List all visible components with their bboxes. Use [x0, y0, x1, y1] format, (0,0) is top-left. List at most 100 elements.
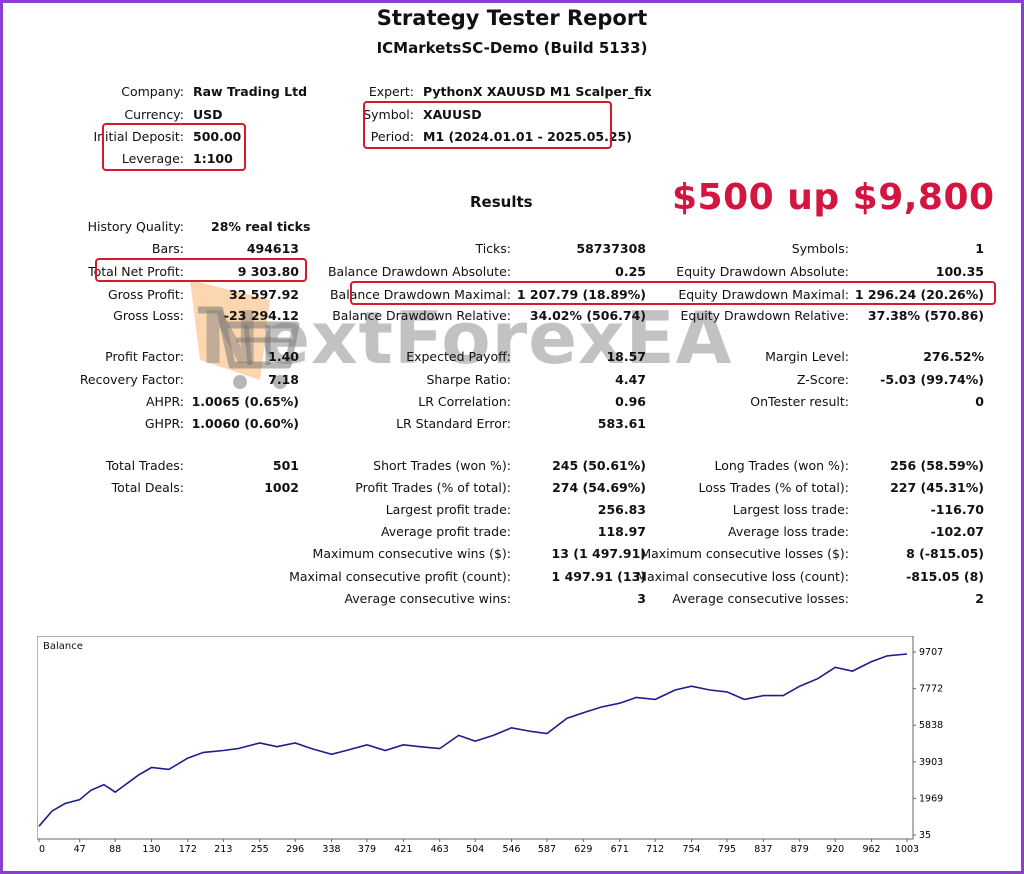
x-tick-label: 962	[862, 844, 880, 855]
equity-dd-maximal-label: Equity Drawdown Maximal:	[678, 287, 849, 302]
chart-plot-area	[37, 636, 914, 840]
y-tick-label: 1969	[919, 793, 943, 804]
leverage-label: Leverage:	[121, 151, 184, 166]
average-consecutive-wins-value: 3	[637, 591, 646, 606]
x-tick-label: 546	[502, 844, 520, 855]
expert-value: PythonX XAUUSD M1 Scalper_fix	[423, 84, 652, 99]
profit-factor-label: Profit Factor:	[105, 349, 184, 364]
z-score-value: -5.03 (99.74%)	[880, 372, 984, 387]
x-tick-label: 754	[682, 844, 700, 855]
recovery-factor-label: Recovery Factor:	[79, 372, 184, 387]
maximal-consecutive-profit-label: Maximal consecutive profit (count):	[289, 569, 511, 584]
x-tick-label: 671	[611, 844, 629, 855]
symbol-value: XAUUSD	[423, 107, 482, 122]
ahpr-label: AHPR:	[145, 394, 184, 409]
long-trades-value: 256 (58.59%)	[890, 458, 984, 473]
margin-level-value: 276.52%	[923, 349, 984, 364]
average-consecutive-losses-label: Average consecutive losses:	[672, 591, 849, 606]
gross-profit-value: 32 597.92	[229, 287, 299, 302]
bars-value: 494613	[246, 241, 299, 256]
equity-dd-relative-value: 37.38% (570.86)	[867, 308, 984, 323]
x-tick-label: 463	[431, 844, 449, 855]
margin-level-label: Margin Level:	[765, 349, 849, 364]
x-tick-label: 296	[286, 844, 304, 855]
expected-payoff-value: 18.57	[606, 349, 646, 364]
lr-standard-error-label: LR Standard Error:	[396, 416, 511, 431]
ticks-label: Ticks:	[475, 241, 511, 256]
expected-payoff-label: Expected Payoff:	[406, 349, 511, 364]
equity-dd-relative-label: Equity Drawdown Relative:	[680, 308, 849, 323]
loss-trades-label: Loss Trades (% of total):	[698, 480, 849, 495]
x-tick-label: 837	[754, 844, 772, 855]
average-consecutive-wins-label: Average consecutive wins:	[344, 591, 511, 606]
chart-title: Balance	[43, 641, 83, 652]
company-label: Company:	[121, 84, 184, 99]
total-trades-value: 501	[272, 458, 299, 473]
x-tick-label: 920	[826, 844, 844, 855]
gross-loss-value: -23 294.12	[223, 308, 299, 323]
drawdown-maximal-highlight-box	[350, 281, 996, 305]
equity-dd-absolute-label: Equity Drawdown Absolute:	[676, 264, 849, 279]
average-profit-trade-label: Average profit trade:	[380, 524, 511, 539]
y-tick-label: 35	[919, 830, 931, 841]
promo-text: $500 up $9,800	[672, 177, 995, 218]
average-consecutive-losses-value: 2	[975, 591, 984, 606]
x-tick-label: 213	[214, 844, 232, 855]
symbol-period-highlight-box	[363, 101, 612, 149]
lr-standard-error-value: 583.61	[597, 416, 646, 431]
x-tick-label: 879	[791, 844, 809, 855]
balance-dd-relative-label: Balance Drawdown Relative:	[332, 308, 511, 323]
balance-series-line	[38, 653, 908, 827]
max-consecutive-losses-value: 8 (-815.05)	[906, 546, 984, 561]
recovery-factor-value: 7.18	[268, 372, 299, 387]
report-subtitle: ICMarketsSC-Demo (Build 5133)	[376, 39, 648, 57]
gross-loss-label: Gross Loss:	[113, 308, 184, 323]
maximal-consecutive-profit-value: 1 497.91 (13)	[551, 569, 646, 584]
period-value: M1 (2024.01.01 - 2025.05.25)	[423, 129, 632, 144]
largest-profit-trade-label: Largest profit trade:	[385, 502, 511, 517]
balance-dd-maximal-label: Balance Drawdown Maximal:	[329, 287, 511, 302]
long-trades-label: Long Trades (won %):	[714, 458, 849, 473]
x-tick-label: 712	[646, 844, 664, 855]
x-tick-label: 421	[394, 844, 412, 855]
leverage-value: 1:100	[193, 151, 233, 166]
largest-loss-trade-label: Largest loss trade:	[732, 502, 849, 517]
cart-icon	[190, 280, 300, 389]
results-heading: Results	[470, 193, 533, 211]
y-tick-label: 9707	[919, 647, 943, 658]
average-profit-trade-value: 118.97	[597, 524, 646, 539]
max-consecutive-losses-label: Maximum consecutive losses ($):	[640, 546, 849, 561]
y-tick-label: 7772	[919, 684, 943, 695]
watermark-text: NextForexEA	[200, 296, 733, 380]
loss-trades-value: 227 (45.31%)	[890, 480, 984, 495]
y-tick-label: 3903	[919, 757, 943, 768]
x-tick-label: 504	[466, 844, 484, 855]
sharpe-ratio-value: 4.47	[615, 372, 646, 387]
ghpr-label: GHPR:	[144, 416, 184, 431]
equity-dd-absolute-value: 100.35	[935, 264, 984, 279]
history-quality-label: History Quality:	[87, 219, 184, 234]
balance-dd-absolute-label: Balance Drawdown Absolute:	[327, 264, 511, 279]
total-deals-value: 1002	[264, 480, 299, 495]
initial-deposit-label: Initial Deposit:	[93, 129, 184, 144]
net-profit-highlight-box	[95, 258, 307, 282]
profit-trades-value: 274 (54.69%)	[552, 480, 646, 495]
largest-loss-trade-value: -116.70	[930, 502, 984, 517]
balance-chart: Balance 0 47 88 130 172 213 255 296 338 379 421 463…	[37, 636, 943, 855]
average-loss-trade-value: -102.07	[930, 524, 984, 539]
company-value: Raw Trading Ltd	[193, 84, 308, 99]
balance-dd-absolute-value: 0.25	[615, 264, 646, 279]
ghpr-value: 1.0060 (0.60%)	[191, 416, 299, 431]
lr-correlation-label: LR Correlation:	[418, 394, 511, 409]
y-tick-label: 5838	[919, 720, 943, 731]
report-title: Strategy Tester Report	[376, 6, 648, 30]
x-tick-label: 47	[74, 844, 86, 855]
average-loss-trade-label: Average loss trade:	[728, 524, 849, 539]
balance-dd-relative-value: 34.02% (506.74)	[529, 308, 646, 323]
ontester-result-value: 0	[975, 394, 984, 409]
x-tick-label: 795	[718, 844, 736, 855]
expert-label: Expert:	[368, 84, 414, 99]
history-quality-value: 28% real ticks	[211, 219, 311, 234]
total-net-profit-value: 9 303.80	[237, 264, 299, 279]
